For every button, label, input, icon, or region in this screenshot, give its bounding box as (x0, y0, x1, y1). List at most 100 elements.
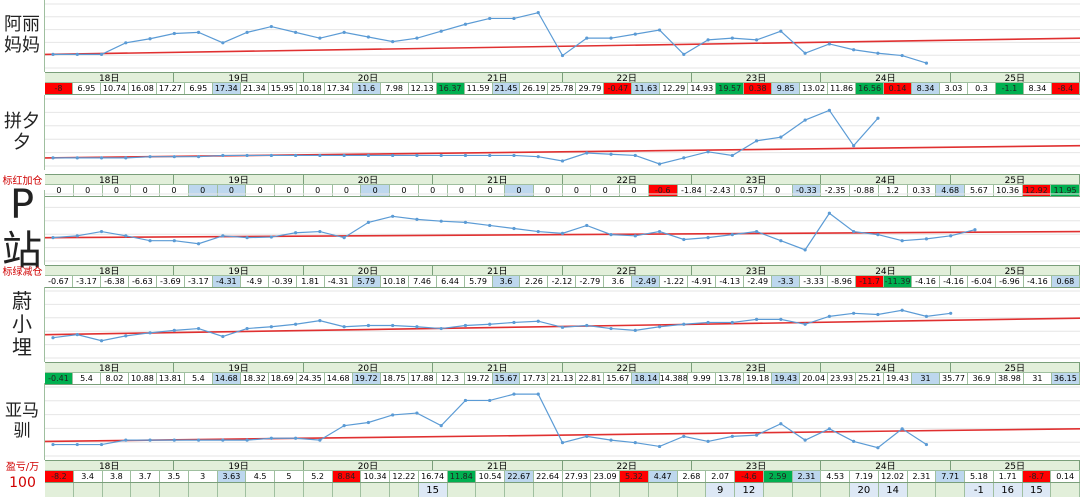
value-cell: 21.45 (492, 83, 521, 94)
point (294, 153, 298, 158)
point (779, 135, 783, 139)
value-cell: 16.56 (856, 83, 885, 94)
point (876, 312, 880, 317)
value-cell: 10.18 (381, 276, 409, 287)
point (269, 24, 273, 29)
side-note: 标绿减仓 (2, 267, 43, 278)
point (803, 438, 807, 442)
value-cell: 15.95 (269, 83, 297, 94)
point (172, 31, 176, 36)
point (148, 239, 152, 243)
value-cell: 5.67 (965, 185, 994, 196)
point (439, 326, 443, 331)
value-cell: 19.43 (772, 373, 801, 384)
value-cell: 0 (103, 185, 132, 196)
extra-cell: 20 (850, 483, 879, 497)
point (366, 323, 371, 328)
value-cell: 3.03 (940, 83, 968, 94)
point (609, 233, 613, 237)
value-cell: -0.39 (269, 276, 297, 287)
point (754, 433, 759, 437)
value-cell: 12.22 (390, 471, 419, 482)
value-cell: 3.4 (74, 471, 103, 482)
point (124, 41, 128, 45)
day-header: 25日 (951, 73, 1080, 82)
point (730, 36, 734, 40)
day-header: 23日 (692, 363, 822, 372)
value-cell: 3.6 (492, 276, 521, 287)
point (852, 48, 856, 52)
point (342, 30, 346, 34)
point (221, 153, 225, 158)
point (585, 434, 589, 438)
value-cell: 17.34 (325, 83, 353, 94)
value-cell: 3.5 (160, 471, 189, 482)
day-header: 25日 (951, 461, 1080, 470)
value-cell: 22.64 (534, 471, 563, 482)
value-cell: -2.43 (706, 185, 735, 196)
extra-cell (103, 483, 132, 497)
day-header: 19日 (174, 266, 304, 275)
value-cell: 22.67 (505, 471, 534, 482)
value-cell: 16.37 (436, 83, 465, 94)
extra-cell (1051, 483, 1080, 497)
day-header: 24日 (821, 461, 951, 470)
value-cell: -0.67 (45, 276, 73, 287)
point (439, 29, 443, 33)
value-cell: 23.93 (828, 373, 857, 384)
day-header: 25日 (951, 175, 1080, 184)
point (221, 234, 225, 238)
value-cell: 1.81 (297, 276, 325, 287)
value-cell: 18.69 (269, 373, 297, 384)
day-header: 20日 (304, 461, 434, 470)
value-cell: 18.14 (632, 373, 661, 384)
point (585, 36, 589, 40)
point (196, 242, 201, 246)
point (657, 444, 662, 449)
point (924, 442, 929, 447)
value-cell: -2.35 (821, 185, 850, 196)
point (99, 229, 104, 234)
point (827, 314, 831, 318)
point (512, 153, 516, 158)
point (706, 150, 710, 154)
value-cell: 0.33 (908, 185, 937, 196)
value-cell: -4.16 (912, 276, 940, 287)
point (342, 236, 346, 240)
point (682, 52, 686, 57)
point (318, 438, 322, 442)
point (488, 153, 492, 158)
point (488, 322, 492, 326)
value-cell: -0.88 (850, 185, 879, 196)
extra-cell (649, 483, 678, 497)
point (560, 231, 565, 235)
value-cell: -3.33 (800, 276, 829, 287)
extra-cell (936, 483, 965, 497)
value-cell: -4.16 (940, 276, 968, 287)
day-header: 18日 (45, 73, 175, 82)
point (463, 153, 468, 158)
point (779, 239, 783, 243)
extra-cell (505, 483, 534, 497)
value-cell: 3.8 (103, 471, 132, 482)
point (876, 233, 880, 237)
value-cell: -4.31 (325, 276, 353, 287)
trend-line (45, 37, 1080, 56)
value-cell: 10.54 (476, 471, 505, 482)
value-cell: 14.388 (660, 373, 689, 384)
point (536, 155, 540, 159)
point (75, 442, 79, 447)
value-cell: 0 (620, 185, 649, 196)
value-cell: 5 (275, 471, 304, 482)
point (585, 223, 589, 228)
point (294, 30, 298, 34)
point (609, 438, 613, 442)
point (51, 156, 55, 160)
point (172, 328, 176, 332)
extra-cell: 9 (706, 483, 735, 497)
value-cell: 0.3 (968, 83, 996, 94)
value-cell: 0 (74, 185, 103, 196)
value-cell: 0 (534, 185, 563, 196)
point (245, 30, 249, 34)
value-cell: 12.13 (409, 83, 437, 94)
